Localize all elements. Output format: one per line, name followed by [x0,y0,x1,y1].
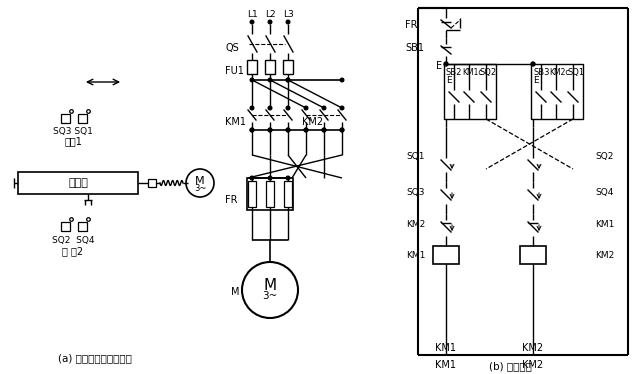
Bar [61,113,70,123]
Circle shape [268,128,272,132]
Text: L1: L1 [246,9,257,18]
Text: (b) 控制线路: (b) 控制线路 [488,361,531,371]
Circle shape [340,106,344,110]
Text: 工作台: 工作台 [68,178,88,188]
Text: M: M [195,176,205,186]
Text: SQ4: SQ4 [595,187,613,196]
Bar [444,64,496,119]
Circle shape [250,176,254,180]
Circle shape [340,128,344,132]
Text: SQ2  SQ4: SQ2 SQ4 [52,236,94,245]
Bar [148,179,156,187]
Circle shape [286,128,290,132]
Text: 3~: 3~ [262,291,278,301]
Text: SQ3 SQ1: SQ3 SQ1 [53,126,93,135]
Text: KM2: KM2 [522,343,543,353]
Circle shape [268,78,272,82]
Circle shape [531,62,535,66]
Text: QS: QS [225,43,239,53]
Bar [18,172,138,194]
Circle shape [268,128,272,132]
Text: FU1: FU1 [225,66,244,76]
Circle shape [250,20,254,24]
Bar [61,221,70,230]
Text: KM2c: KM2c [549,67,570,77]
Text: SB3: SB3 [533,67,550,77]
Text: SQ1: SQ1 [406,151,424,160]
Text: E: E [436,61,442,71]
Text: M: M [264,279,276,294]
Bar [77,221,86,230]
Bar [531,64,583,119]
Text: SQ1: SQ1 [567,67,584,77]
Bar [266,181,274,207]
Text: SQ2: SQ2 [480,67,497,77]
Text: KM1: KM1 [435,343,456,353]
Circle shape [322,128,326,132]
Text: SB2: SB2 [446,67,462,77]
Circle shape [304,128,308,132]
Circle shape [304,106,308,110]
Circle shape [286,176,290,180]
Bar [248,181,256,207]
Text: L2: L2 [265,9,275,18]
Circle shape [286,106,290,110]
Text: KM1: KM1 [406,251,426,261]
Text: 位 置2: 位 置2 [63,246,84,256]
Circle shape [322,106,326,110]
Bar [247,178,293,210]
Text: 位置1: 位置1 [64,136,82,146]
Circle shape [268,176,272,180]
Text: SB1: SB1 [405,43,424,53]
Bar [77,113,86,123]
Circle shape [340,78,344,82]
Text: KM1: KM1 [435,360,456,370]
Circle shape [250,106,254,110]
Text: M: M [231,287,239,297]
Bar [283,60,293,74]
Text: FR: FR [405,20,417,30]
Text: KM1c: KM1c [462,67,483,77]
Text: SQ2: SQ2 [595,151,613,160]
Text: 3~: 3~ [194,184,206,193]
Text: KM1: KM1 [225,117,246,127]
Bar [265,60,275,74]
Circle shape [286,20,290,24]
Circle shape [268,20,272,24]
Circle shape [286,78,290,82]
Bar [433,246,459,264]
Circle shape [250,78,254,82]
Text: KM2: KM2 [595,251,614,261]
Text: L3: L3 [283,9,293,18]
Bar [247,60,257,74]
Text: SQ3: SQ3 [406,187,424,196]
Circle shape [444,62,448,66]
Circle shape [322,128,326,132]
Circle shape [304,128,308,132]
Text: E: E [533,76,539,85]
Bar [520,246,546,264]
Text: KM2: KM2 [522,360,543,370]
Bar [284,181,292,207]
Circle shape [268,106,272,110]
Text: KM1: KM1 [595,220,614,229]
Text: KM2: KM2 [406,220,425,229]
Text: (a) 工作自动循环示意图: (a) 工作自动循环示意图 [58,353,132,363]
Circle shape [250,128,254,132]
Circle shape [286,128,290,132]
Circle shape [286,78,290,82]
Circle shape [340,128,344,132]
Text: FR: FR [225,195,237,205]
Circle shape [250,128,254,132]
Text: KM2: KM2 [302,117,323,127]
Text: E: E [446,76,452,85]
